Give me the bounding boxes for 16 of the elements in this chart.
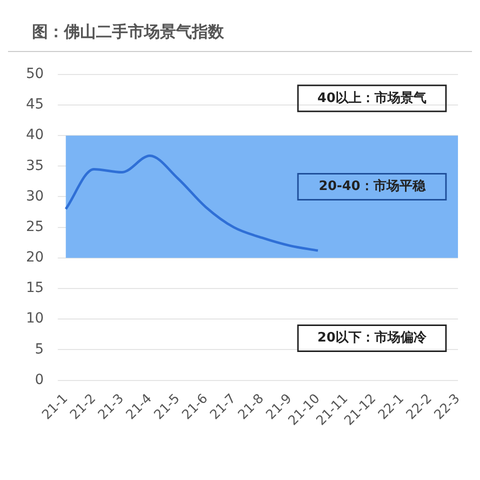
y-tick-label: 10 [26,310,44,327]
y-tick-label: 0 [34,372,44,388]
y-tick-label: 35 [26,158,44,174]
band-label: 20-40：市场平稳 [318,178,426,194]
annotation: 20以下：市场偏冷 [317,330,428,346]
y-tick-label: 45 [26,96,44,113]
y-tick-label: 15 [26,280,44,296]
y-tick-label: 20 [26,250,44,266]
line-series [64,154,320,252]
y-tick-label: 5 [34,341,44,358]
y-tick-label: 25 [26,218,44,235]
y-tick-label: 50 [26,66,44,82]
y-tick-label: 40 [26,127,44,144]
chart-title: 图：佛山二手市场景气指数 [8,8,472,52]
y-tick-label: 30 [26,188,44,204]
annotation: 40以上：市场景气 [317,90,427,106]
